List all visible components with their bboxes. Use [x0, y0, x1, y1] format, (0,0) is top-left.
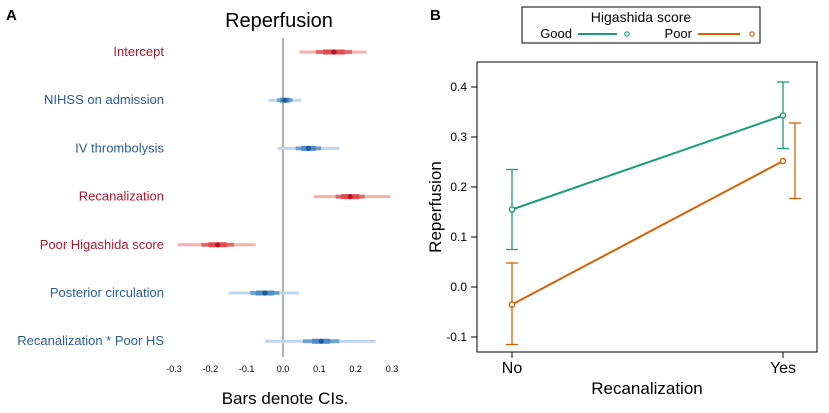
series-line — [511, 160, 784, 306]
forest-row: Recanalization * Poor HS — [17, 333, 376, 348]
y-tick-label: 0.2 — [450, 180, 467, 194]
forest-row: Poor Higashida score — [40, 237, 256, 252]
legend: Higashida score Good Poor — [521, 6, 761, 44]
y-tick-label: 0.4 — [450, 80, 467, 94]
x-axis: No Yes — [502, 352, 796, 377]
estimate-point — [282, 97, 288, 103]
panel-a-label: A — [6, 7, 17, 24]
estimate-point — [318, 338, 324, 344]
interaction-plot: -0.1 0.0 0.1 0.2 0.3 0.4 No Yes Reperfusion Re… — [426, 6, 818, 398]
forest-row-label: Recanalization * Poor HS — [17, 333, 164, 348]
series-poor — [506, 122, 801, 346]
data-point — [779, 112, 787, 119]
forest-row-label: Recanalization — [79, 189, 164, 204]
x-tick-label: 0.1 — [313, 364, 326, 374]
y-axis-label: Reperfusion — [426, 161, 445, 253]
forest-row: IV thrombolysis — [75, 140, 340, 155]
series-good — [506, 81, 789, 251]
legend-title: Higashida score — [591, 9, 692, 25]
x-tick-label: 0.3 — [386, 364, 399, 374]
legend-item-label: Poor — [665, 26, 693, 41]
plot-frame — [476, 61, 818, 353]
x-tick-label: -0.2 — [203, 364, 219, 374]
forest-row: Intercept — [113, 44, 367, 59]
forest-row: Posterior circulation — [50, 285, 300, 300]
x-tick-label: No — [502, 360, 523, 377]
y-tick-label: 0.0 — [450, 280, 467, 294]
legend-item-label: Good — [540, 26, 572, 41]
forest-row: NIHSS on admission — [44, 92, 302, 107]
data-point — [508, 206, 516, 213]
forest-x-label: Bars denote CIs. — [222, 389, 349, 408]
legend-item-poor: Poor — [665, 26, 755, 41]
y-tick-label: 0.3 — [450, 130, 467, 144]
y-tick-label: 0.1 — [450, 230, 467, 244]
legend-point-swatch — [624, 31, 630, 37]
x-tick-label: 0.2 — [349, 364, 362, 374]
forest-row-label: Poor Higashida score — [40, 237, 164, 252]
x-axis-label: Recanalization — [591, 379, 703, 398]
estimate-point — [331, 49, 337, 55]
legend-items: Good Poor — [540, 26, 755, 41]
forest-row: Recanalization — [79, 189, 391, 204]
panel-b-label: B — [430, 7, 441, 24]
estimate-point — [305, 145, 312, 151]
y-tick-label: -0.1 — [446, 330, 467, 344]
forest-title: Reperfusion — [225, 10, 333, 32]
x-tick-label: Yes — [770, 360, 796, 377]
data-point — [508, 301, 516, 308]
legend-point-swatch — [749, 31, 755, 37]
estimate-point — [215, 242, 221, 248]
legend-item-good: Good — [540, 26, 630, 41]
forest-row-label: Posterior circulation — [50, 285, 164, 300]
x-tick-label: -0.3 — [166, 364, 182, 374]
estimate-point — [347, 194, 353, 200]
x-tick-label: 0.0 — [277, 364, 290, 374]
data-point — [779, 157, 787, 165]
series-line — [511, 114, 784, 211]
legend-box — [521, 6, 761, 44]
forest-x-ticks: -0.3 -0.2 -0.1 0.0 0.1 0.2 0.3 — [166, 364, 398, 374]
forest-row-label: Intercept — [113, 44, 164, 59]
y-axis: -0.1 0.0 0.1 0.2 0.3 0.4 — [446, 80, 477, 344]
estimate-point — [262, 290, 268, 296]
forest-row-label: NIHSS on admission — [44, 92, 164, 107]
forest-row-label: IV thrombolysis — [75, 140, 164, 155]
series-group — [506, 81, 801, 346]
forest-rows: Intercept NIHSS on admission IV thrombolys… — [17, 44, 391, 348]
x-tick-label: -0.1 — [239, 364, 255, 374]
